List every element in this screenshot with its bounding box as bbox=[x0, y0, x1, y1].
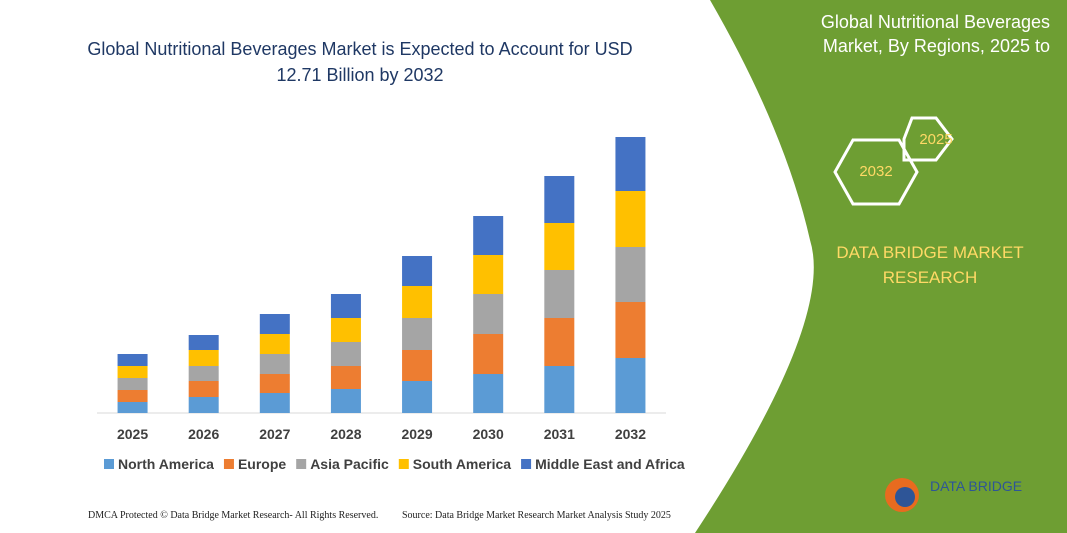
logo-text: DATA BRIDGE bbox=[930, 478, 1022, 494]
bar-segment bbox=[330, 342, 361, 366]
footer-left: DMCA Protected © Data Bridge Market Rese… bbox=[88, 510, 378, 521]
bar-segment bbox=[330, 389, 361, 413]
bar-segment bbox=[473, 216, 504, 255]
footer-right: Source: Data Bridge Market Research Mark… bbox=[402, 510, 671, 521]
x-tick-label: 2027 bbox=[259, 426, 290, 442]
brand: DATA BRIDGE MARKET RESEARCH bbox=[836, 243, 1024, 287]
bar-segment bbox=[330, 294, 361, 318]
legend-swatch bbox=[296, 459, 307, 469]
title-box: Global Nutritional Beverages Market is E… bbox=[87, 39, 633, 85]
legend-label: Middle East and Africa bbox=[535, 456, 685, 472]
bar-segment bbox=[188, 335, 219, 350]
bar-segment bbox=[259, 314, 290, 334]
x-tick-label: 2030 bbox=[473, 426, 504, 442]
bar-segment bbox=[188, 397, 219, 413]
bar-segment bbox=[615, 247, 646, 302]
x-tick-label: 2025 bbox=[117, 426, 148, 442]
bar-segment bbox=[402, 350, 433, 381]
brand-box: DATA BRIDGE MARKET RESEARCH bbox=[836, 243, 1024, 287]
chart-title: Global Nutritional Beverages Market is E… bbox=[87, 39, 633, 85]
x-tick-label: 2026 bbox=[188, 426, 219, 442]
x-tick-label: 2029 bbox=[401, 426, 432, 442]
legend-swatch bbox=[104, 459, 114, 469]
bar-segment bbox=[117, 378, 148, 390]
hexagon bbox=[902, 116, 954, 162]
bar-segment bbox=[259, 354, 290, 374]
bar-segment bbox=[615, 358, 646, 413]
bar-segment bbox=[402, 286, 433, 318]
bar-segment bbox=[330, 318, 361, 342]
bar-segment bbox=[402, 318, 433, 350]
bar-segment bbox=[473, 294, 504, 334]
legend-label: Europe bbox=[238, 456, 286, 472]
bar-segment bbox=[544, 176, 575, 223]
legend-swatch bbox=[398, 459, 409, 469]
x-tick-label: 2032 bbox=[615, 426, 646, 442]
x-tick-label: 2031 bbox=[544, 426, 575, 442]
hex-label: 2032 bbox=[859, 163, 892, 180]
plot: 2025 2026 2027 2028 2029 2030 2031 2032 North Am… bbox=[104, 137, 685, 472]
hex-label: 2025 bbox=[919, 131, 952, 148]
bar-segment bbox=[544, 318, 575, 366]
bar-segment bbox=[259, 393, 290, 413]
bar-segment bbox=[544, 223, 575, 270]
legend-label: South America bbox=[413, 456, 511, 472]
green-panel bbox=[695, 0, 1067, 533]
legend-label: North America bbox=[118, 456, 214, 472]
bar-segment bbox=[259, 334, 290, 354]
bar-segment bbox=[402, 381, 433, 413]
bar-segment bbox=[615, 302, 646, 358]
bar-segment bbox=[117, 354, 148, 366]
bar-segment bbox=[188, 350, 219, 366]
legend-swatch bbox=[521, 459, 532, 469]
bar-segment bbox=[117, 402, 148, 413]
bar-segment bbox=[117, 390, 148, 402]
panel-title: Global Nutritional Beverages Market, By … bbox=[820, 12, 1050, 62]
bar-segment bbox=[544, 270, 575, 318]
bar-segment bbox=[402, 256, 433, 286]
bar-segment bbox=[188, 381, 219, 397]
bar-segment bbox=[117, 366, 148, 378]
logo-mark bbox=[895, 487, 915, 507]
hexagon bbox=[833, 138, 919, 206]
bar-segment bbox=[473, 334, 504, 374]
bar-segment bbox=[330, 366, 361, 389]
bar-segment bbox=[473, 374, 504, 413]
legend-swatch bbox=[223, 459, 234, 469]
bar-segment bbox=[615, 137, 646, 191]
legend-label: Asia Pacific bbox=[310, 456, 389, 472]
x-tick-label: 2028 bbox=[330, 426, 361, 442]
bar-segment bbox=[615, 191, 646, 247]
bar-segment bbox=[259, 374, 290, 393]
bar-segment bbox=[473, 255, 504, 294]
bar-segment bbox=[188, 366, 219, 381]
bar-segment bbox=[544, 366, 575, 413]
panel-title-box: Global Nutritional Beverages Market, By … bbox=[820, 12, 1050, 62]
